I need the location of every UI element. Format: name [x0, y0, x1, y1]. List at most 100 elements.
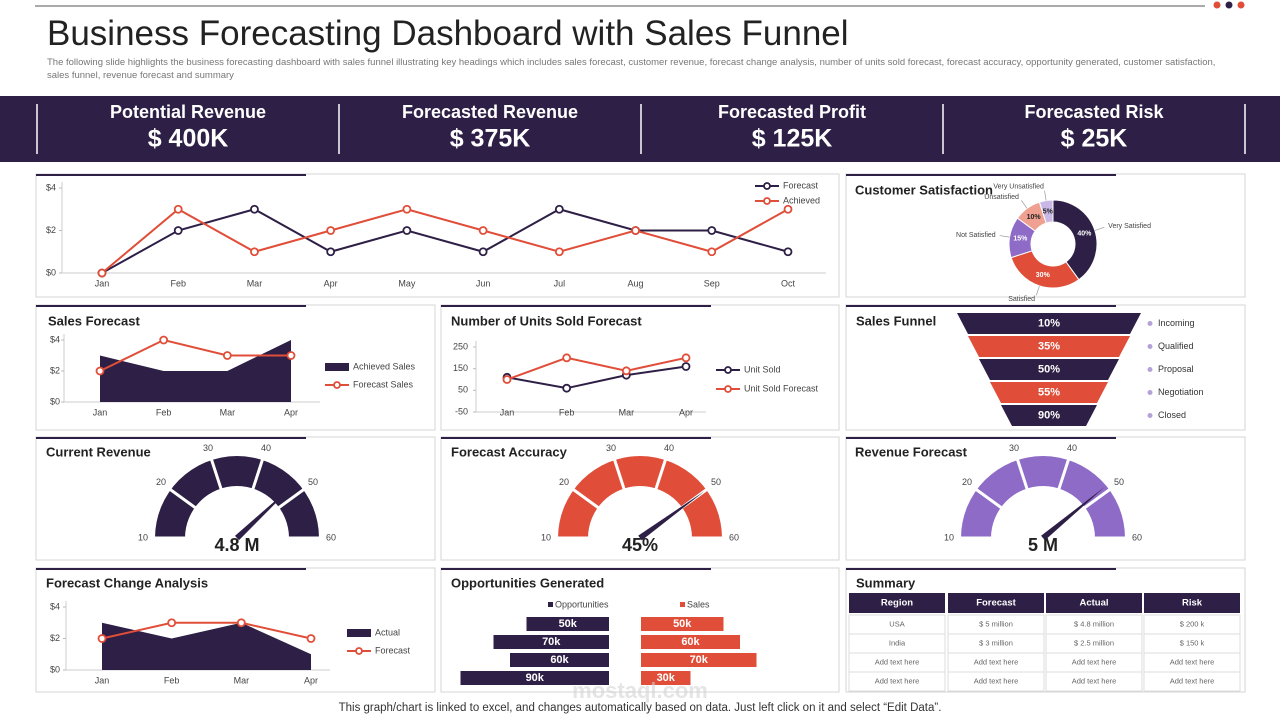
point	[478, 247, 488, 257]
legend-marker	[763, 197, 771, 205]
gauge-tick	[974, 487, 1004, 510]
gauge-tick	[168, 487, 198, 510]
gauge-tick-label: 60	[729, 532, 739, 542]
gauge-caption: 5 M	[1028, 535, 1058, 555]
top-dot	[1237, 1, 1245, 9]
kpi-value: $ 25K	[1061, 125, 1128, 153]
point	[173, 226, 183, 235]
point	[326, 226, 336, 235]
table-header: Actual	[1079, 598, 1108, 609]
gauge-caption: 45%	[622, 535, 658, 555]
x-tick-label: Mar	[220, 407, 236, 417]
kpi-label: Potential Revenue	[110, 102, 266, 122]
gauge-needle	[638, 490, 705, 541]
point	[562, 383, 572, 393]
table-text: India	[889, 638, 906, 647]
funnel-layer	[979, 359, 1119, 380]
top-dot	[1225, 1, 1233, 9]
bar	[641, 653, 757, 667]
point	[222, 351, 232, 360]
funnel-category: Qualified	[1158, 341, 1194, 351]
x-tick-label: Jan	[95, 278, 110, 288]
table-text: Add text here	[974, 676, 1019, 685]
slice-label: 15%	[1013, 236, 1028, 243]
donut-slice	[1010, 250, 1080, 289]
x-tick-label: Apr	[324, 278, 338, 288]
gauge-needle	[234, 483, 296, 541]
leader-line	[999, 235, 1010, 238]
y-tick-label: 150	[453, 363, 468, 373]
legend-marker	[724, 366, 732, 374]
gauge-tick-label: 30	[203, 443, 213, 453]
funnel-dot	[1147, 413, 1153, 418]
gauge-band	[558, 456, 722, 538]
x-tick-label: Oct	[781, 278, 796, 288]
y-tick-label: 50	[458, 385, 468, 395]
gauge-tick-label: 50	[1114, 477, 1124, 487]
chart-title: Forecast Accuracy	[451, 444, 568, 459]
point	[621, 366, 631, 376]
kpi-value: $ 125K	[752, 125, 833, 153]
x-tick-label: Mar	[247, 278, 263, 288]
chart-title: Summary	[856, 575, 916, 590]
table-header-cell	[948, 593, 1044, 613]
y-tick-label: $4	[50, 334, 60, 344]
point	[167, 618, 177, 628]
legend-marker	[333, 381, 341, 389]
table-cell	[848, 671, 946, 692]
gauge-tick	[654, 457, 668, 491]
point	[159, 335, 169, 345]
point	[173, 204, 183, 214]
gauge-tick-label: 20	[559, 477, 569, 487]
point	[286, 351, 296, 360]
legend-swatch	[347, 629, 371, 637]
gauge-tick-label: 60	[1132, 532, 1142, 542]
x-tick-label: Sep	[704, 278, 720, 288]
y-tick-label: $2	[50, 633, 60, 643]
gauge-caption: 4.8 M	[214, 535, 259, 555]
legend-label: Unit Sold	[744, 364, 781, 374]
table-header-cell	[1144, 593, 1240, 613]
point	[681, 353, 691, 363]
gauge-tick-label: 10	[138, 532, 148, 542]
chart-title: Sales Forecast	[48, 313, 140, 328]
line	[101, 208, 789, 274]
legend-swatch	[548, 602, 553, 607]
funnel-label: 55%	[1038, 386, 1060, 398]
line	[506, 356, 687, 381]
chart-title: Number of Units Sold Forecast	[451, 313, 642, 328]
table-text: Add text here	[1072, 676, 1117, 685]
chart-title: Customer Satisfaction	[855, 182, 993, 197]
category-label: Not Satisfied	[956, 232, 996, 239]
bar	[460, 671, 609, 685]
table-text: Add text here	[875, 676, 920, 685]
point	[707, 247, 717, 257]
legend-label: Achieved	[783, 195, 820, 205]
watermark: mostaql.com	[572, 678, 708, 703]
gauge-tick	[251, 457, 265, 491]
table-header: Risk	[1182, 598, 1203, 609]
y-tick-label: 250	[453, 341, 468, 351]
category-label: Very Unsatisfied	[993, 184, 1044, 191]
bar-label: 70k	[690, 654, 709, 666]
y-tick-label: $0	[46, 267, 56, 277]
x-tick-label: May	[398, 278, 416, 288]
legend-label: Forecast	[375, 645, 411, 655]
table-text: Add text here	[1170, 657, 1215, 666]
point	[326, 247, 336, 257]
x-tick-label: Jun	[476, 278, 491, 288]
table-text: $ 2.5 million	[1074, 638, 1114, 647]
gauge-tick	[1015, 457, 1029, 491]
funnel-dot	[1147, 367, 1153, 372]
x-tick-label: Jan	[95, 675, 110, 685]
kpi-label: Forecasted Revenue	[402, 102, 578, 122]
leader-line	[1020, 200, 1028, 209]
chart-title: Forecast Change Analysis	[46, 575, 208, 590]
point	[554, 247, 564, 257]
y-tick-label: $0	[50, 664, 60, 674]
page-description: The following slide highlights the busin…	[47, 57, 1216, 81]
y-tick-label: $0	[50, 396, 60, 406]
table-header-cell	[849, 593, 945, 613]
point	[502, 375, 512, 384]
category-label: Satisfied	[1008, 296, 1035, 303]
